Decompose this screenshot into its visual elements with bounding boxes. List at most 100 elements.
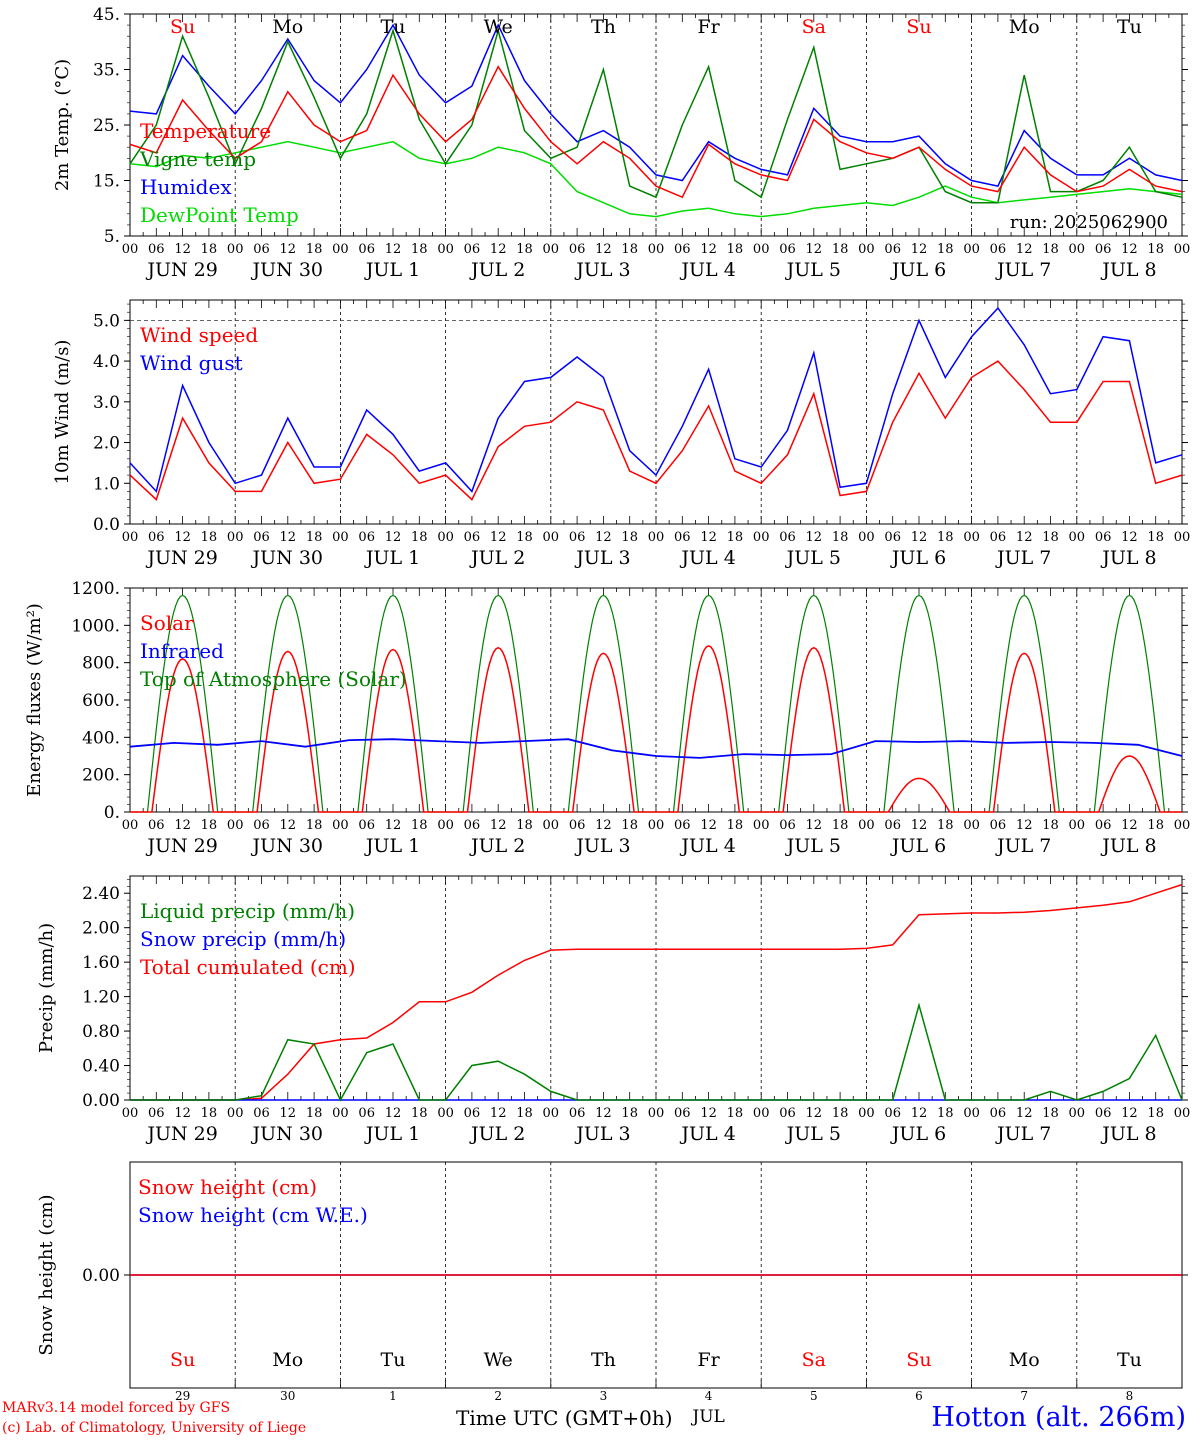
legend-entry: Snow precip (mm/h)	[140, 927, 346, 951]
hour-label: 12	[174, 242, 191, 257]
hour-label: 18	[1147, 818, 1164, 833]
date-label: JUL 6	[890, 547, 946, 569]
hour-label: 12	[911, 530, 928, 545]
hour-label: 00	[1174, 530, 1191, 545]
weekday-label: Su	[906, 16, 931, 38]
hour-label: 18	[411, 242, 428, 257]
hour-label: 06	[358, 530, 375, 545]
date-label: JUL 2	[469, 547, 525, 569]
hour-label: 12	[806, 530, 823, 545]
hour-label: 18	[201, 530, 218, 545]
hour-label: 06	[148, 530, 165, 545]
hour-label: 18	[621, 1106, 638, 1121]
date-label: JUL 3	[574, 1123, 630, 1145]
y-tick-label: 15.	[93, 172, 120, 192]
hour-label: 00	[963, 1106, 980, 1121]
weekday-label: Mo	[1009, 16, 1040, 38]
legend-entry: Top of Atmosphere (Solar)	[140, 667, 407, 691]
y-axis-label: 2m Temp. (°C)	[52, 59, 73, 191]
y-tick-label: 45.	[93, 5, 120, 25]
weekday-label: We	[484, 16, 513, 38]
weekday-label: Mo	[272, 1349, 303, 1371]
hour-label: 18	[516, 1106, 533, 1121]
hour-label: 00	[332, 1106, 349, 1121]
hour-label: 18	[727, 1106, 744, 1121]
hour-label: 00	[648, 530, 665, 545]
weekday-label: Fr	[697, 1349, 720, 1371]
hour-label: 12	[700, 530, 717, 545]
weekday-label: Su	[906, 1349, 931, 1371]
hour-label: 18	[1042, 818, 1059, 833]
hour-label: 06	[464, 818, 481, 833]
hour-label: 00	[1174, 1106, 1191, 1121]
hour-label: 00	[543, 1106, 560, 1121]
y-tick-label: 0.0	[93, 515, 120, 535]
hour-label: 12	[1121, 242, 1138, 257]
hour-label: 06	[464, 1106, 481, 1121]
hour-label: 00	[858, 818, 875, 833]
hour-label: 12	[385, 818, 402, 833]
hour-label: 06	[990, 1106, 1007, 1121]
hour-label: 12	[595, 242, 612, 257]
y-tick-label: 35.	[93, 61, 120, 81]
hour-label: 18	[411, 1106, 428, 1121]
hour-label: 12	[1016, 1106, 1033, 1121]
hour-label: 00	[122, 242, 139, 257]
hour-label: 18	[411, 530, 428, 545]
hour-label: 06	[569, 530, 586, 545]
hour-label: 00	[437, 530, 454, 545]
series-vigne-temp	[129, 27, 1183, 204]
hour-label: 18	[306, 818, 323, 833]
date-label: JUL 1	[364, 1123, 420, 1145]
weekday-label: Mo	[272, 16, 303, 38]
hour-label: 00	[227, 818, 244, 833]
hour-label: 12	[595, 530, 612, 545]
month-label: JUL	[690, 1407, 724, 1427]
legend-entry: Solar	[140, 611, 194, 635]
weekday-label: Sa	[802, 16, 826, 38]
date-label: JUL 1	[364, 259, 420, 281]
y-tick-label: 1000.	[71, 616, 120, 636]
hour-label: 00	[122, 1106, 139, 1121]
day-number: 5	[810, 1389, 818, 1403]
hour-label: 18	[937, 242, 954, 257]
y-tick-label: 4.0	[93, 352, 120, 372]
hour-label: 18	[937, 818, 954, 833]
legend-entry: Snow height (cm W.E.)	[138, 1203, 368, 1227]
hour-label: 00	[648, 818, 665, 833]
legend-entry: Wind gust	[140, 351, 243, 375]
day-number: 7	[1020, 1389, 1028, 1403]
hour-label: 06	[884, 818, 901, 833]
date-label: JUL 8	[1100, 547, 1156, 569]
hour-label: 12	[1121, 530, 1138, 545]
hour-label: 00	[1069, 530, 1086, 545]
hour-label: 12	[385, 530, 402, 545]
hour-label: 18	[306, 242, 323, 257]
hour-label: 18	[306, 1106, 323, 1121]
hour-label: 12	[280, 818, 297, 833]
date-label: JUL 4	[679, 259, 735, 281]
hour-label: 06	[1095, 1106, 1112, 1121]
hour-label: 18	[621, 242, 638, 257]
hour-label: 06	[464, 530, 481, 545]
weekday-label: Tu	[1117, 16, 1142, 38]
hour-label: 12	[700, 1106, 717, 1121]
y-tick-label: 400.	[82, 728, 120, 748]
hour-label: 00	[963, 818, 980, 833]
hour-label: 18	[411, 818, 428, 833]
legend-entry: Wind speed	[140, 323, 258, 347]
hour-label: 00	[753, 530, 770, 545]
series-wind-speed	[129, 360, 1183, 501]
hour-label: 06	[253, 1106, 270, 1121]
hour-label: 00	[1069, 1106, 1086, 1121]
day-number: 30	[280, 1389, 295, 1403]
hour-label: 06	[990, 530, 1007, 545]
hour-label: 06	[884, 1106, 901, 1121]
y-tick-label: 1.0	[93, 474, 120, 494]
y-tick-label: 0.00	[82, 1091, 120, 1111]
hour-label: 00	[332, 530, 349, 545]
day-number: 3	[600, 1389, 608, 1403]
date-label: JUN 30	[251, 547, 323, 569]
y-tick-label: 5.	[104, 227, 120, 247]
